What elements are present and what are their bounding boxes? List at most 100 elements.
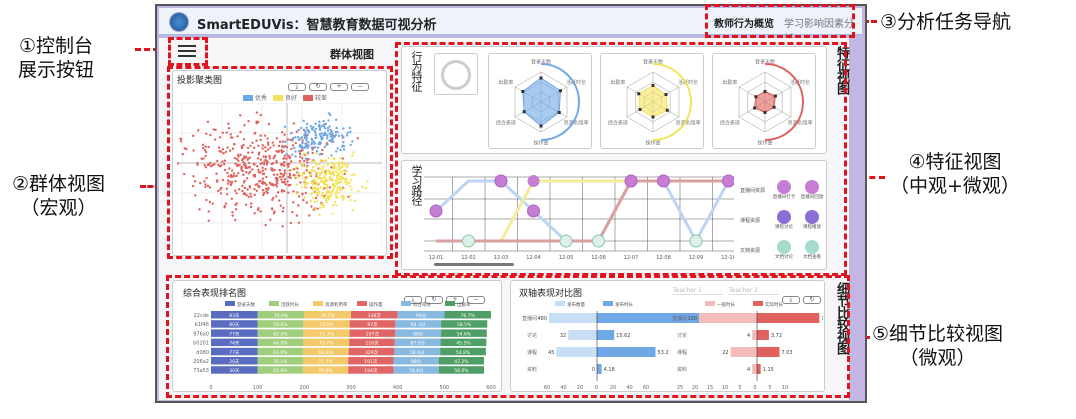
ranking-bar [257, 311, 305, 319]
legend-item[interactable]: 文档查看 [800, 240, 824, 260]
scatter-point [312, 140, 316, 143]
scatter-point [262, 172, 266, 176]
scatter-point [265, 175, 268, 179]
scatter-point [313, 187, 317, 190]
radar-axis-label: 登录天数 [755, 59, 775, 66]
scatter-point [303, 183, 307, 186]
scatter-point [306, 129, 309, 132]
bar-label: 329次 [365, 349, 379, 356]
scatter-point [314, 131, 317, 134]
nav-tab-teacher-overview[interactable]: 教师行为概览 [714, 19, 774, 30]
date-tick: 12-03 [494, 255, 509, 261]
scatter-point [265, 190, 268, 193]
ranking-bar [395, 320, 442, 328]
scatter-point [288, 172, 291, 175]
scatter-point [297, 195, 301, 198]
scatter-point [257, 206, 260, 210]
resource-icon [805, 210, 819, 224]
legend-item[interactable]: 文档讨论 [772, 240, 796, 260]
date-tick: 12-08 [656, 255, 671, 261]
download-button[interactable]: ⤓ [782, 296, 800, 304]
legend-item: 优秀 [243, 93, 267, 102]
scatter-point [247, 161, 251, 165]
scatter-point [310, 143, 313, 146]
scatter-point [327, 156, 330, 160]
scatter-point [287, 155, 291, 158]
refresh-button[interactable]: ↻ [425, 296, 443, 304]
x-tick: 60 [544, 385, 550, 391]
zoom-out-button[interactable]: − [351, 83, 369, 91]
scatter-point [226, 146, 229, 149]
legend-item[interactable]: 直播间回放 [800, 180, 824, 200]
legend-item[interactable]: 课程讨论 [772, 210, 796, 230]
scatter-point [353, 173, 356, 176]
scatter-point [226, 179, 230, 182]
scatter-point [325, 199, 328, 202]
refresh-button[interactable]: ↻ [309, 83, 327, 91]
radar-overview-thumbnail[interactable] [434, 53, 478, 95]
horizontal-scrollbar[interactable] [434, 263, 514, 266]
scatter-plot[interactable] [177, 103, 382, 253]
refresh-button[interactable]: ↻ [803, 296, 821, 304]
scatter-point [286, 138, 290, 141]
bar-label: 77.7% [318, 359, 333, 365]
value-label: 3.72 [771, 333, 782, 339]
download-button[interactable]: ⤓ [404, 296, 422, 304]
highlight-group-view [167, 66, 393, 259]
scatter-point [255, 189, 258, 193]
scatter-point [281, 225, 284, 228]
scatter-point [255, 111, 259, 114]
legend-item[interactable]: 直播间打卡 [772, 180, 796, 200]
path-node [624, 174, 638, 188]
scatter-point [249, 192, 252, 196]
legend-swatch [705, 301, 715, 306]
scatter-point [235, 157, 239, 161]
behavior-feature-panel: 行为特征 登录天数 活跃时长 资源利用率 操作量 综合表现 出勤率 登录天数 活跃时长 资源利用… [401, 46, 827, 154]
scatter-point [192, 149, 195, 152]
scatter-point [225, 131, 228, 134]
scatter-point [339, 157, 342, 160]
bar-label: 76.9% [318, 368, 333, 374]
x-tick: 40 [626, 385, 632, 391]
zoom-in-button[interactable]: + [330, 83, 348, 91]
zoom-out-button[interactable]: − [467, 296, 485, 304]
scatter-point [204, 154, 207, 158]
scatter-point [327, 112, 331, 115]
scatter-point [327, 191, 331, 194]
scatter-point [221, 148, 225, 151]
scatter-point [327, 198, 331, 201]
scatter-point [264, 187, 268, 190]
row-label: b0201 [193, 341, 209, 347]
ranking-bar [349, 320, 396, 328]
scatter-point [240, 168, 243, 171]
scatter-point [179, 140, 183, 143]
teacher1-select[interactable]: Teacher 1 [673, 287, 723, 295]
x-tick: 100 [253, 385, 263, 391]
ranking-chart[interactable]: 登录天数 活跃时长 资源利用率 操作量 综合得分 出勤率 22cde 83天 76.9% 76.7… [177, 299, 499, 391]
dual-axis-chart[interactable]: 发布数量发布时长直播间480110.47讨论3215.62课程4553.2资料0… [515, 299, 823, 391]
scatter-point [303, 180, 307, 183]
scatter-point [290, 153, 294, 156]
scatter-point [334, 130, 338, 134]
scatter-point [221, 131, 224, 134]
resource-icon [805, 180, 819, 194]
radar-marker [754, 95, 758, 99]
value-label: 1.15 [763, 367, 774, 373]
scatter-point [257, 153, 261, 156]
path-node [527, 204, 540, 218]
scatter-point [291, 144, 295, 147]
scatter-point [282, 146, 285, 149]
download-button[interactable]: ⤓ [288, 83, 306, 91]
bar-label: 76.9% [274, 313, 289, 319]
scatter-point [320, 201, 323, 205]
learning-path-chart[interactable]: 12-01 12-02 12-03 12-04 12-05 12-06 12-07 12-08… [424, 169, 734, 267]
teacher2-select[interactable]: Teacher 2 [729, 287, 779, 295]
scatter-point [283, 160, 286, 164]
scatter-point [303, 130, 307, 133]
legend-item[interactable]: 课程播放 [800, 210, 824, 230]
console-menu-button[interactable] [178, 45, 196, 57]
scatter-point [321, 169, 324, 172]
